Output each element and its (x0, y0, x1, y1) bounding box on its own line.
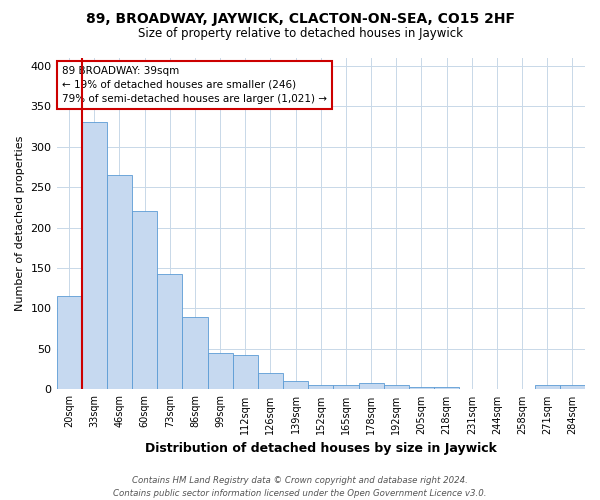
Bar (334, 386, 359, 390)
Bar (283, 382, 308, 390)
Bar (208, 353, 233, 390)
Bar (308, 384, 334, 390)
Bar (535, 386, 560, 390)
Bar (383, 386, 409, 390)
Bar (56, 296, 82, 390)
X-axis label: Distribution of detached houses by size in Jaywick: Distribution of detached houses by size … (145, 442, 497, 455)
Bar (82, 122, 107, 390)
Text: 89 BROADWAY: 39sqm
← 19% of detached houses are smaller (246)
79% of semi-detach: 89 BROADWAY: 39sqm ← 19% of detached hou… (62, 66, 327, 104)
Text: Contains HM Land Registry data © Crown copyright and database right 2024.
Contai: Contains HM Land Registry data © Crown c… (113, 476, 487, 498)
Bar (182, 316, 208, 390)
Text: Size of property relative to detached houses in Jaywick: Size of property relative to detached ho… (137, 28, 463, 40)
Bar (132, 212, 157, 390)
Bar (157, 274, 182, 390)
Bar (409, 387, 434, 390)
Bar (359, 383, 383, 390)
Text: 89, BROADWAY, JAYWICK, CLACTON-ON-SEA, CO15 2HF: 89, BROADWAY, JAYWICK, CLACTON-ON-SEA, C… (86, 12, 515, 26)
Bar (560, 386, 585, 390)
Y-axis label: Number of detached properties: Number of detached properties (15, 136, 25, 311)
Bar (434, 387, 459, 390)
Bar (258, 373, 283, 390)
Bar (233, 356, 258, 390)
Bar (107, 175, 132, 390)
